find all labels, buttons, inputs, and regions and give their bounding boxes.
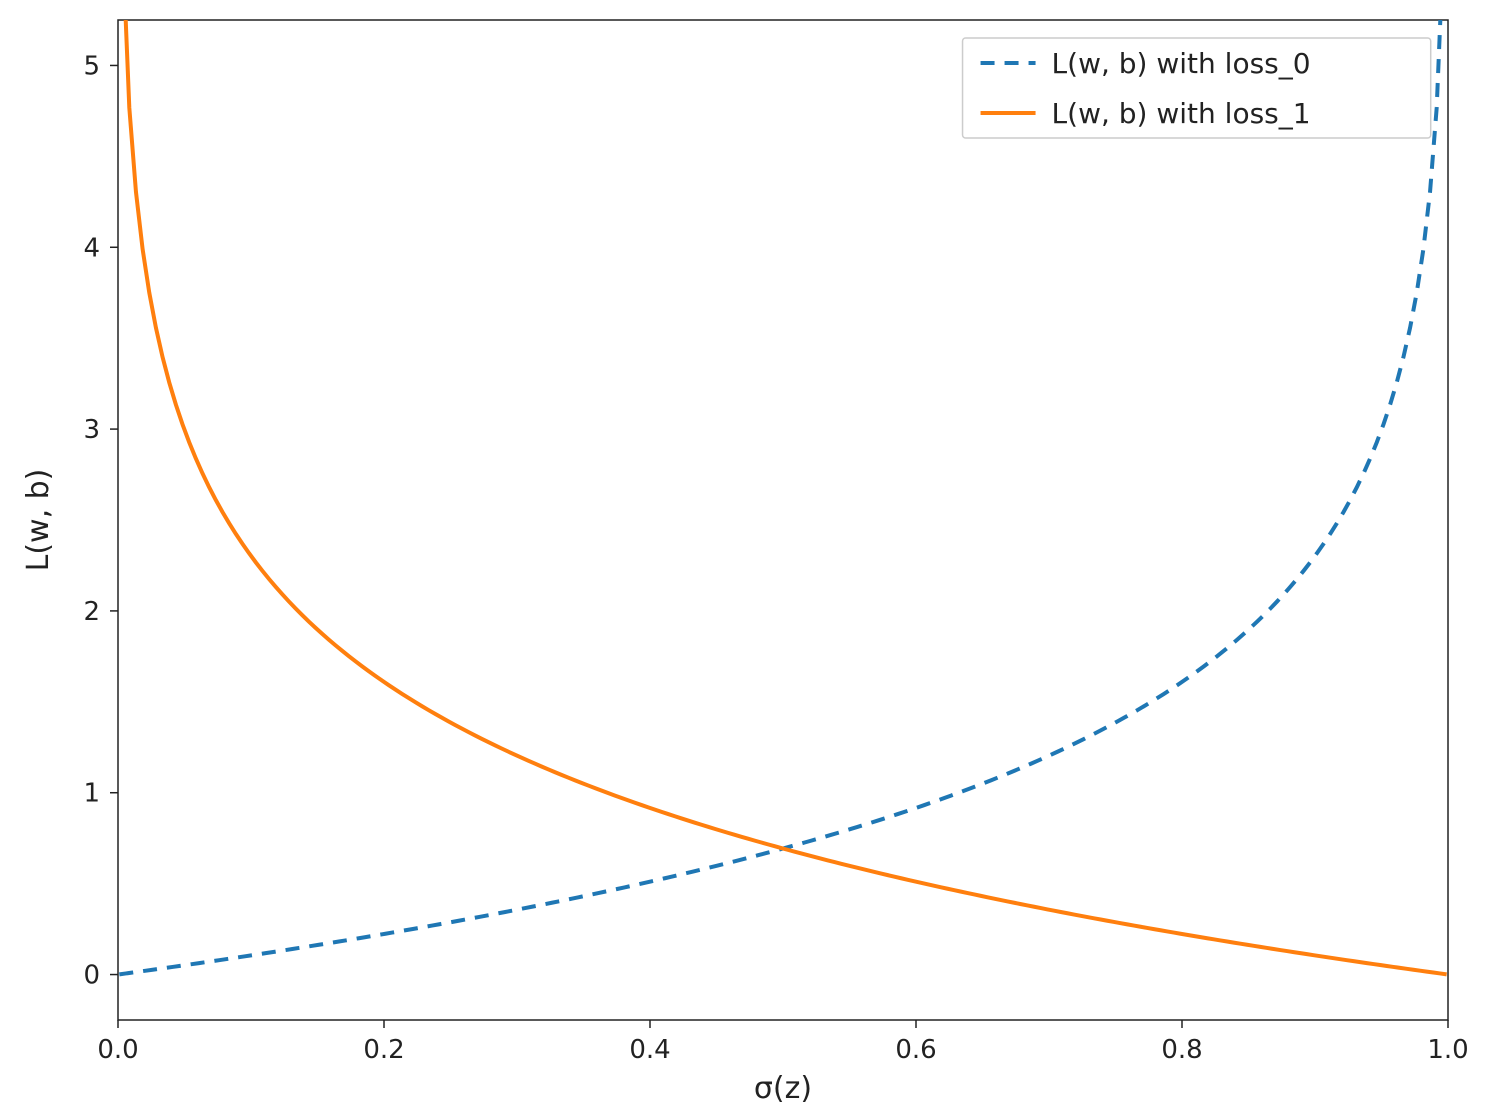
plot-spine	[118, 20, 1448, 1020]
series-loss_0	[119, 0, 1443, 974]
x-tick-label: 1.0	[1427, 1035, 1468, 1065]
y-tick-label: 3	[83, 415, 100, 445]
x-tick-label: 0.0	[97, 1035, 138, 1065]
y-tick-label: 2	[83, 597, 100, 627]
series-group	[119, 0, 1446, 974]
loss-function-chart: 0.0 0.2 0.4 0.6 0.8 1.0 0 1 2 3 4 5 σ(z) L(w, b) L(w, …	[0, 0, 1494, 1106]
y-axis-label: L(w, b)	[21, 469, 56, 572]
chart-svg: 0.0 0.2 0.4 0.6 0.8 1.0 0 1 2 3 4 5 σ(z) L(w, b) L(w, …	[0, 0, 1494, 1106]
y-tick-label: 0	[83, 961, 100, 991]
y-tick-label: 5	[83, 51, 100, 81]
legend-label-loss_0: L(w, b) with loss_0	[1052, 47, 1311, 80]
x-axis-label: σ(z)	[754, 1071, 812, 1106]
x-tick-label: 0.4	[629, 1035, 670, 1065]
x-tick-label: 0.2	[363, 1035, 404, 1065]
x-tick-label: 0.6	[895, 1035, 936, 1065]
y-tick-label: 1	[83, 779, 100, 809]
legend: L(w, b) with loss_0 L(w, b) with loss_1	[963, 38, 1431, 138]
legend-label-loss_1: L(w, b) with loss_1	[1052, 97, 1311, 130]
y-tick-label: 4	[83, 233, 100, 263]
x-tick-label: 0.8	[1161, 1035, 1202, 1065]
series-loss_1	[123, 0, 1447, 974]
